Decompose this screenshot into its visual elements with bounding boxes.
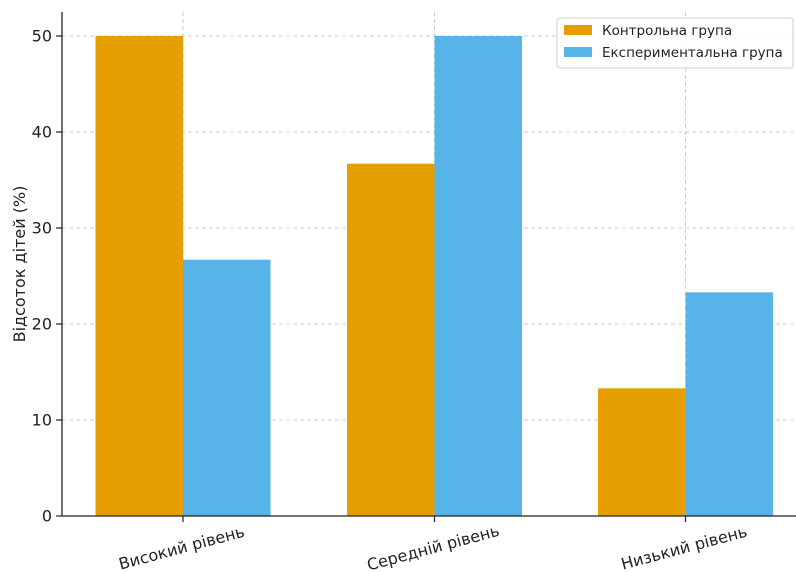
x-tick-label: Низький рівень [619,522,749,572]
legend-box [556,17,794,69]
legend: Контрольна група Експериментальна група [556,17,794,69]
y-tick-label: 50 [32,27,52,46]
y-tick-label: 30 [32,219,52,238]
bars [95,36,773,516]
y-tick-label: 40 [32,123,52,142]
legend-swatch-control [564,25,592,35]
bar-control-1 [347,163,435,516]
y-axis-title: Відсоток дітей (%) [10,186,29,343]
y-ticks: 0 10 20 30 40 50 [32,27,62,526]
x-tick-label: Середній рівень [365,521,502,572]
legend-label-experimental: Експериментальна група [602,45,783,61]
bar-experimental-2 [685,292,773,516]
bar-experimental-1 [434,36,522,516]
bar-experimental-0 [183,259,271,516]
legend-label-control: Контрольна група [602,23,732,39]
y-tick-label: 20 [32,315,52,334]
x-tick-label: Високий рівень [117,522,247,572]
bar-control-2 [598,388,686,516]
legend-swatch-experimental [564,47,592,57]
y-tick-label: 10 [32,411,52,430]
axes [61,12,796,517]
bar-control-0 [95,36,183,516]
y-tick-label: 0 [42,507,52,526]
x-ticks: Високий рівень Середній рівень Низький рів… [117,516,749,572]
